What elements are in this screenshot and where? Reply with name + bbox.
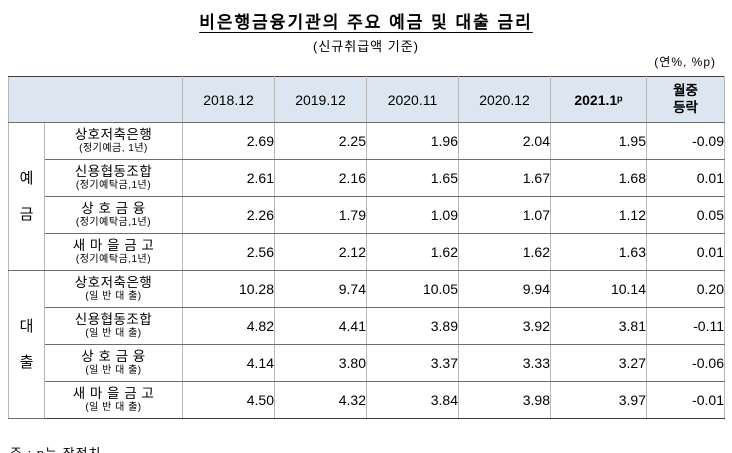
footnote: 주 : p는 잠정치 — [10, 443, 101, 453]
rate-cell: 1.09 — [366, 196, 459, 234]
rate-cell-provisional: 1.95 — [550, 122, 647, 160]
table-row-loan-saemaul: 새 마 을 금 고 (일 반 대 출) 4.50 4.32 3.84 3.98 … — [9, 381, 725, 419]
rate-cell: 10.05 — [366, 270, 459, 308]
rate-cell: 1.62 — [366, 233, 459, 271]
institution-name: 새 마 을 금 고 — [72, 386, 155, 402]
row-label: 상호저축은행 (정기예금, 1년) — [44, 122, 183, 160]
change-cell: -0.09 — [646, 122, 725, 160]
col-header-monthly-change: 월중 등락 — [646, 76, 725, 123]
rate-cell: 4.32 — [274, 381, 367, 419]
institution-sub: (정기예탁금,1년) — [75, 253, 152, 265]
rate-cell: 9.74 — [274, 270, 367, 308]
col-header-2019-12: 2019.12 — [274, 76, 367, 123]
rate-cell: 4.41 — [274, 307, 367, 345]
institution-name: 상호저축은행 — [74, 127, 153, 143]
table-row-deposit-credit-union: 신용협동조합 (정기예탁금,1년) 2.61 2.16 1.65 1.67 1.… — [9, 159, 725, 197]
row-label: 새 마 을 금 고 (일 반 대 출) — [44, 381, 183, 419]
institution-name: 상 호 금 융 — [81, 349, 146, 365]
row-label: 신용협동조합 (일 반 대 출) — [44, 307, 183, 345]
table-row-loan-credit-union: 신용협동조합 (일 반 대 출) 4.82 4.41 3.89 3.92 3.8… — [9, 307, 725, 345]
page-title-text: 비은행금융기관의 주요 예금 및 대출 금리 — [199, 13, 533, 32]
change-cell: -0.11 — [646, 307, 725, 345]
row-label: 상 호 금 융 (정기예탁금,1년) — [44, 196, 183, 234]
rate-cell: 3.92 — [458, 307, 551, 345]
rate-cell: 3.89 — [366, 307, 459, 345]
rate-cell: 2.69 — [182, 122, 275, 160]
institution-sub: (일 반 대 출) — [85, 290, 142, 302]
rate-cell: 1.65 — [366, 159, 459, 197]
rate-cell-provisional: 3.81 — [550, 307, 647, 345]
table-row-loan-mutual-finance: 상 호 금 융 (일 반 대 출) 4.14 3.80 3.37 3.33 3.… — [9, 344, 725, 382]
page-title: 비은행금융기관의 주요 예금 및 대출 금리 — [0, 0, 732, 33]
col-header-2021-1p: 2021.1ᵖ — [550, 76, 647, 123]
change-cell: 0.20 — [646, 270, 725, 308]
rate-cell: 2.61 — [182, 159, 275, 197]
institution-name: 상호저축은행 — [74, 275, 153, 291]
rate-cell: 1.07 — [458, 196, 551, 234]
rate-cell: 3.37 — [366, 344, 459, 382]
change-cell: 0.05 — [646, 196, 725, 234]
rate-cell: 1.67 — [458, 159, 551, 197]
change-cell: -0.01 — [646, 381, 725, 419]
table-row-deposit-mutual-finance: 상 호 금 융 (정기예탁금,1년) 2.26 1.79 1.09 1.07 1… — [9, 196, 725, 234]
rate-cell: 2.26 — [182, 196, 275, 234]
rates-table: 2018.12 2019.12 2020.11 2020.12 2021.1ᵖ … — [8, 76, 725, 419]
rate-cell: 3.84 — [366, 381, 459, 419]
rate-cell: 1.62 — [458, 233, 551, 271]
rate-cell: 4.14 — [182, 344, 275, 382]
change-cell: -0.06 — [646, 344, 725, 382]
group-label-deposit: 예 금 — [8, 122, 45, 271]
rate-cell: 9.94 — [458, 270, 551, 308]
institution-name: 상 호 금 융 — [81, 201, 146, 217]
table-row-deposit-savings-bank: 예 금 상호저축은행 (정기예금, 1년) 2.69 2.25 1.96 2.0… — [8, 122, 725, 271]
rate-cell: 4.50 — [182, 381, 275, 419]
rate-cell: 1.79 — [274, 196, 367, 234]
rate-cell: 3.98 — [458, 381, 551, 419]
rate-cell: 2.16 — [274, 159, 367, 197]
rate-cell: 3.33 — [458, 344, 551, 382]
table-row-deposit-saemaul: 새 마 을 금 고 (정기예탁금,1년) 2.56 2.12 1.62 1.62… — [9, 233, 725, 271]
table-row-loan-savings-bank: 대 출 상호저축은행 (일 반 대 출) 10.28 9.74 10.05 9.… — [8, 270, 725, 419]
rate-cell: 2.12 — [274, 233, 367, 271]
institution-sub: (정기예탁금,1년) — [75, 216, 152, 228]
institution-name: 신용협동조합 — [74, 312, 153, 328]
institution-name: 새 마 을 금 고 — [72, 238, 155, 254]
rate-cell-provisional: 1.63 — [550, 233, 647, 271]
unit-note: (연%, %p) — [654, 55, 716, 69]
institution-sub: (일 반 대 출) — [85, 327, 142, 339]
rate-cell-provisional: 3.97 — [550, 381, 647, 419]
row-label: 상호저축은행 (일 반 대 출) — [44, 270, 183, 308]
change-cell: 0.01 — [646, 233, 725, 271]
rate-cell: 10.28 — [182, 270, 275, 308]
rate-cell-provisional: 1.12 — [550, 196, 647, 234]
corner-cell — [8, 76, 183, 123]
rate-cell-provisional: 3.27 — [550, 344, 647, 382]
rate-cell: 2.04 — [458, 122, 551, 160]
institution-name: 신용협동조합 — [74, 164, 153, 180]
rate-cell: 4.82 — [182, 307, 275, 345]
institution-sub: (일 반 대 출) — [85, 364, 142, 376]
institution-sub: (일 반 대 출) — [85, 401, 142, 413]
row-label: 신용협동조합 (정기예탁금,1년) — [44, 159, 183, 197]
institution-sub: (정기예탁금,1년) — [75, 179, 152, 191]
rate-cell: 2.25 — [274, 122, 367, 160]
row-label: 상 호 금 융 (일 반 대 출) — [44, 344, 183, 382]
group-label-loan: 대 출 — [8, 270, 45, 419]
rate-cell-provisional: 10.14 — [550, 270, 647, 308]
col-header-2020-12: 2020.12 — [458, 76, 551, 123]
rate-cell: 3.80 — [274, 344, 367, 382]
change-cell: 0.01 — [646, 159, 725, 197]
col-header-2020-11: 2020.11 — [366, 76, 459, 123]
institution-sub: (정기예금, 1년) — [79, 142, 148, 154]
rate-cell: 2.56 — [182, 233, 275, 271]
table-header-row: 2018.12 2019.12 2020.11 2020.12 2021.1ᵖ … — [8, 76, 725, 123]
page-subtitle: (신규취급액 기준) — [313, 39, 419, 54]
rate-cell-provisional: 1.68 — [550, 159, 647, 197]
col-header-2018-12: 2018.12 — [182, 76, 275, 123]
row-label: 새 마 을 금 고 (정기예탁금,1년) — [44, 233, 183, 271]
rate-cell: 1.96 — [366, 122, 459, 160]
